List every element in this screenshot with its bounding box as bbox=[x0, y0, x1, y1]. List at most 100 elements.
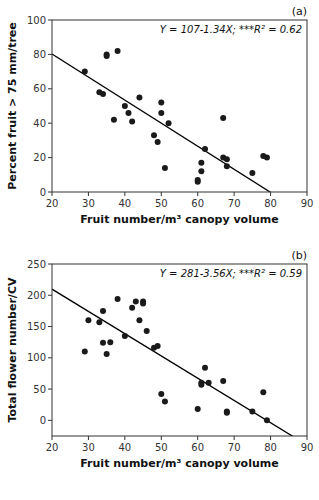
point bbox=[249, 409, 255, 415]
point bbox=[144, 328, 150, 334]
point bbox=[195, 177, 201, 183]
point bbox=[111, 117, 117, 123]
x-tick-label: 30 bbox=[82, 442, 95, 453]
y-tick bbox=[48, 157, 52, 158]
x-tick-label: 60 bbox=[191, 198, 204, 209]
x-tick bbox=[124, 436, 125, 440]
point bbox=[202, 365, 208, 371]
point bbox=[82, 349, 88, 355]
y-tick bbox=[48, 20, 52, 21]
panel: 2030405060708090020406080100Y = 107-1.34… bbox=[6, 5, 313, 226]
point bbox=[126, 110, 132, 116]
x-tick-label: 70 bbox=[228, 442, 241, 453]
x-tick-label: 50 bbox=[155, 442, 168, 453]
point bbox=[136, 317, 142, 323]
point bbox=[82, 69, 88, 75]
y-tick-label: 0 bbox=[40, 187, 46, 198]
point bbox=[220, 378, 226, 384]
frame bbox=[52, 264, 307, 436]
y-tick-label: 50 bbox=[33, 384, 46, 395]
plot-area bbox=[52, 264, 307, 436]
x-tick-label: 70 bbox=[228, 198, 241, 209]
x-tick-label: 30 bbox=[82, 198, 95, 209]
point bbox=[158, 100, 164, 106]
data-layer bbox=[52, 289, 307, 436]
annotation: Y = 281-3.56X; ***R² = 0.59 bbox=[160, 268, 302, 279]
y-tick-label: 80 bbox=[33, 49, 46, 60]
point bbox=[206, 380, 212, 386]
x-tick bbox=[234, 192, 235, 196]
x-tick-label: 40 bbox=[118, 442, 131, 453]
point bbox=[162, 165, 168, 171]
y-tick-label: 150 bbox=[27, 321, 46, 332]
y-tick bbox=[48, 420, 52, 421]
point bbox=[96, 319, 102, 325]
point bbox=[158, 391, 164, 397]
point bbox=[100, 308, 106, 314]
y-tick-label: 200 bbox=[27, 290, 46, 301]
point bbox=[158, 110, 164, 116]
point bbox=[85, 317, 91, 323]
x-tick bbox=[307, 192, 308, 196]
panel-label: (a) bbox=[292, 5, 307, 18]
y-tick bbox=[48, 389, 52, 390]
x-tick bbox=[88, 192, 89, 196]
x-tick-label: 20 bbox=[46, 442, 59, 453]
y-tick-label: 100 bbox=[27, 352, 46, 363]
x-tick bbox=[161, 436, 162, 440]
point bbox=[260, 389, 266, 395]
x-tick-label: 40 bbox=[118, 198, 131, 209]
panel: 2030405060708090050100150200250Y = 281-3… bbox=[6, 249, 313, 470]
point bbox=[140, 300, 146, 306]
point bbox=[162, 399, 168, 405]
point bbox=[264, 417, 270, 423]
y-tick-label: 40 bbox=[33, 118, 46, 129]
x-tick bbox=[270, 436, 271, 440]
y-tick bbox=[48, 357, 52, 358]
x-tick bbox=[270, 192, 271, 196]
regression-line bbox=[52, 289, 307, 436]
point bbox=[224, 163, 230, 169]
point bbox=[107, 339, 113, 345]
point bbox=[249, 170, 255, 176]
point bbox=[133, 299, 139, 305]
x-tick-label: 50 bbox=[155, 198, 168, 209]
x-tick bbox=[197, 192, 198, 196]
y-tick bbox=[48, 295, 52, 296]
x-tick bbox=[197, 436, 198, 440]
point bbox=[198, 160, 204, 166]
y-tick bbox=[48, 192, 52, 193]
point bbox=[155, 343, 161, 349]
panel-label: (b) bbox=[291, 249, 307, 262]
x-tick-label: 80 bbox=[264, 198, 277, 209]
point bbox=[224, 410, 230, 416]
x-tick-label: 90 bbox=[301, 198, 314, 209]
data-layer bbox=[52, 48, 307, 192]
point bbox=[155, 139, 161, 145]
x-tick bbox=[234, 436, 235, 440]
point bbox=[115, 296, 121, 302]
y-tick bbox=[48, 88, 52, 89]
x-tick bbox=[88, 436, 89, 440]
point bbox=[100, 340, 106, 346]
point bbox=[198, 382, 204, 388]
point bbox=[115, 48, 121, 54]
point bbox=[122, 333, 128, 339]
y-tick bbox=[48, 264, 52, 265]
x-tick bbox=[124, 192, 125, 196]
point bbox=[166, 120, 172, 126]
point bbox=[202, 146, 208, 152]
point bbox=[122, 103, 128, 109]
point bbox=[195, 406, 201, 412]
point bbox=[264, 155, 270, 161]
x-tick bbox=[161, 192, 162, 196]
x-tick-label: 80 bbox=[264, 442, 277, 453]
regression-line bbox=[52, 54, 307, 192]
x-tick-label: 60 bbox=[191, 442, 204, 453]
y-tick bbox=[48, 54, 52, 55]
y-tick-label: 60 bbox=[33, 83, 46, 94]
point bbox=[100, 91, 106, 97]
frame bbox=[52, 20, 307, 192]
point bbox=[129, 118, 135, 124]
point bbox=[129, 305, 135, 311]
